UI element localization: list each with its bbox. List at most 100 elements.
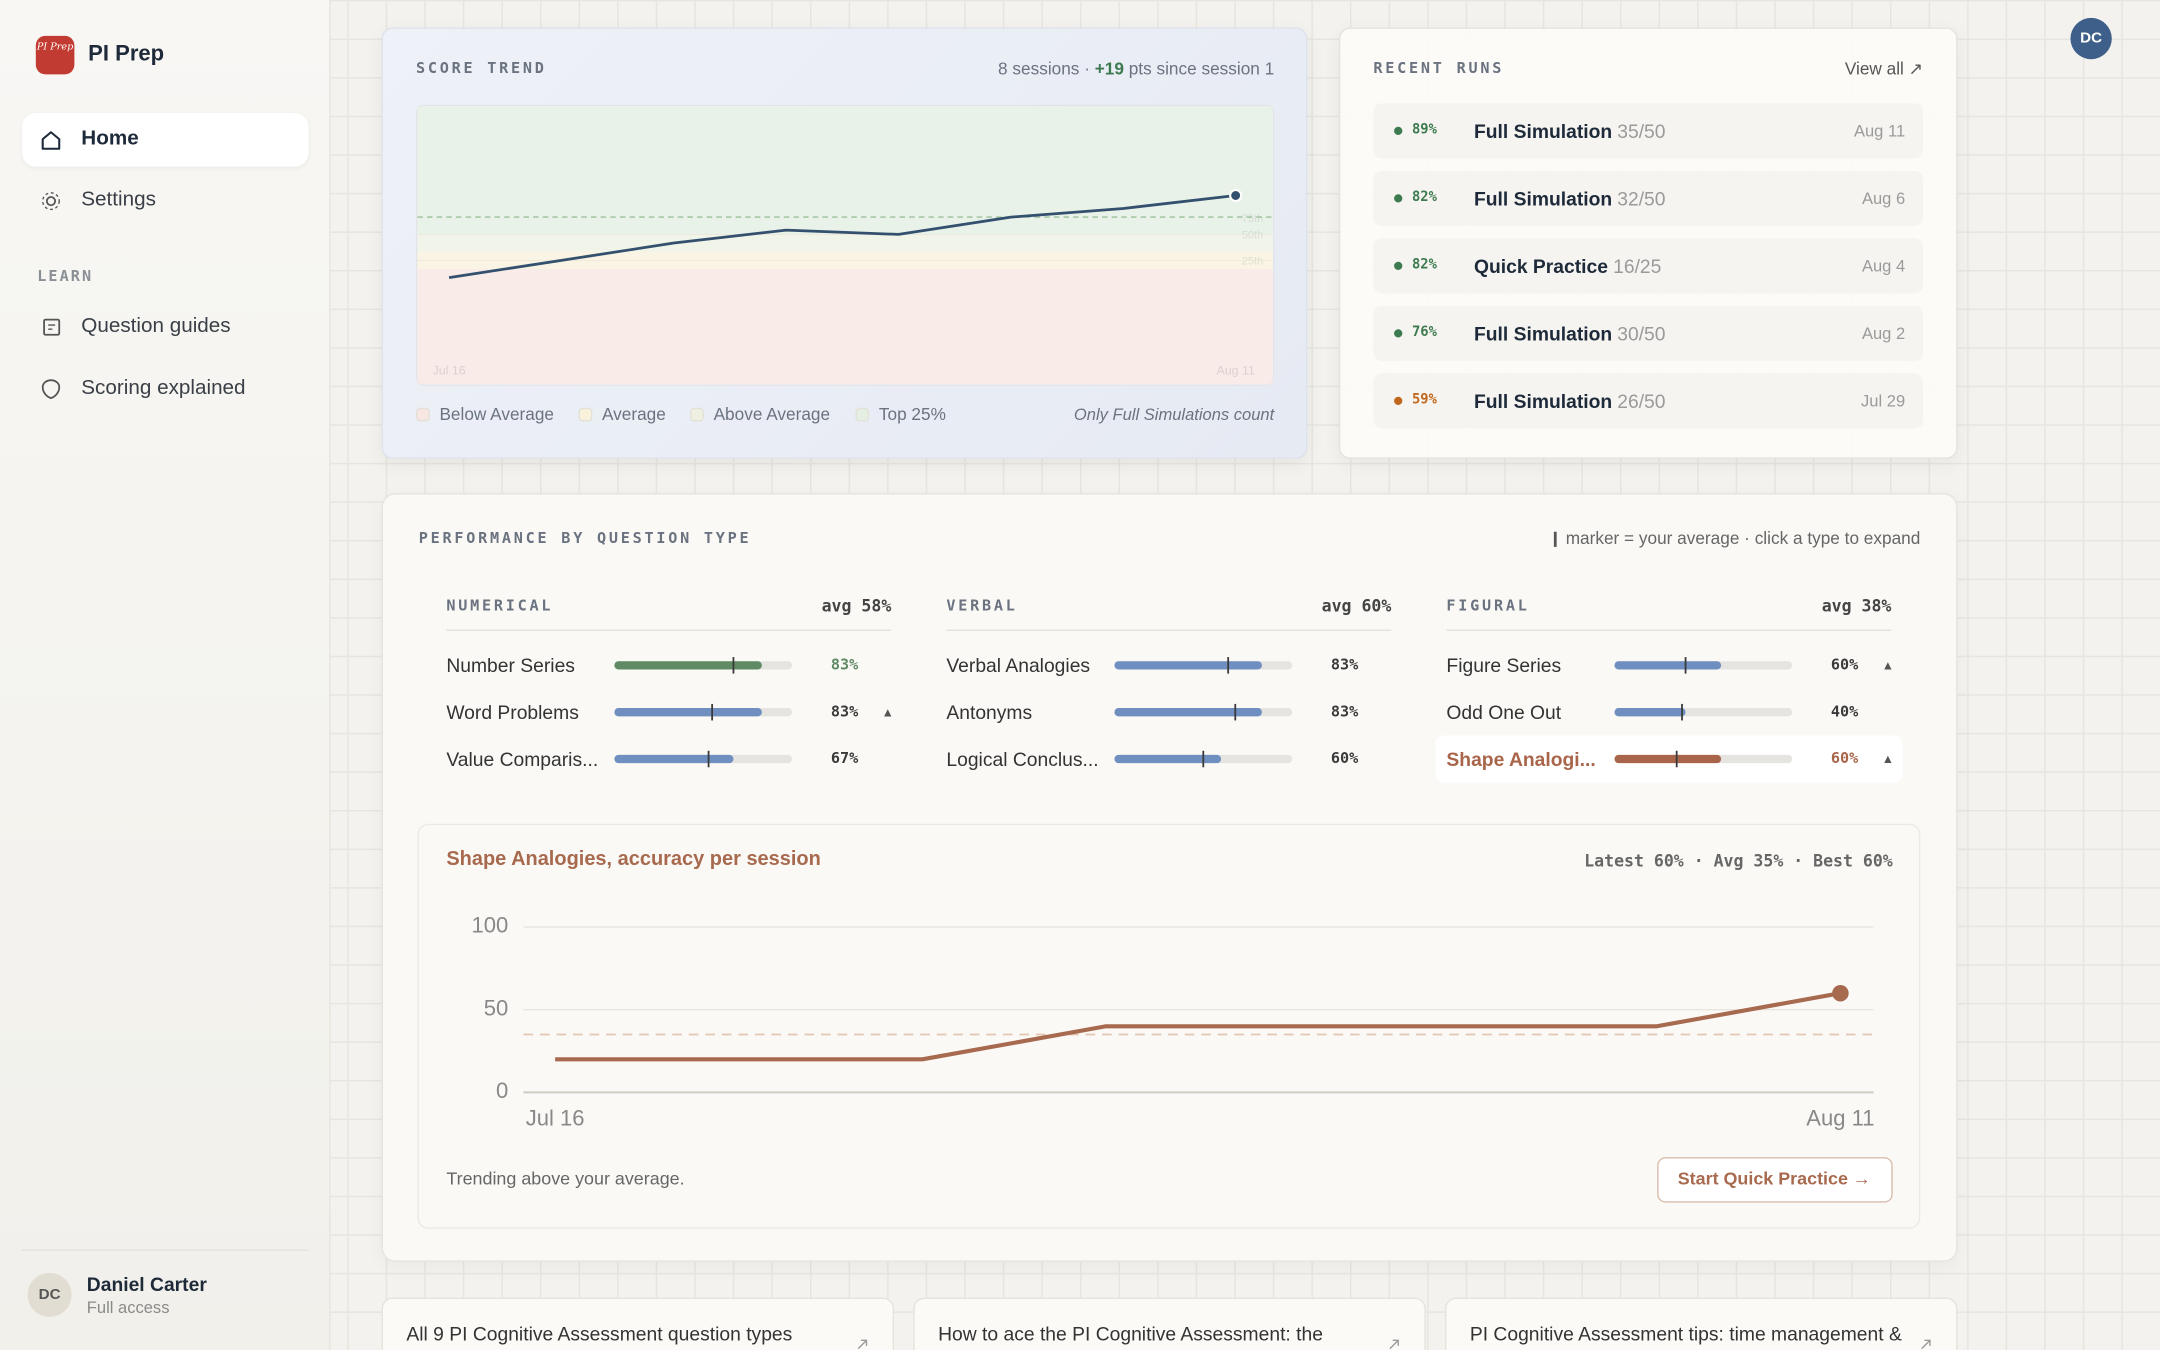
score-summary: 8 sessions · +19 pts since session 1 <box>998 55 1274 83</box>
nav-item[interactable]: Scoring explained <box>81 376 246 400</box>
value-label: 40% <box>1830 702 1859 721</box>
user-plan: Full access <box>86 1297 170 1317</box>
run-score: 35/50 <box>1617 119 1666 142</box>
group-rule <box>946 629 1392 631</box>
run-row[interactable] <box>1373 103 1924 159</box>
summary-part: pts since session 1 <box>1123 59 1275 79</box>
start-button-label[interactable]: Start Quick Practice → <box>1677 1168 1871 1189</box>
question-type[interactable]: Word Problems <box>446 701 579 724</box>
run-pct: 89% <box>1411 122 1437 138</box>
card-title: SCORE TREND <box>416 59 547 78</box>
article-card[interactable] <box>1445 1297 1958 1350</box>
question-type[interactable]: Shape Analogi... <box>1446 748 1596 771</box>
run-name: Full Simulation <box>1473 119 1613 142</box>
legend-swatch <box>416 407 430 422</box>
article-card[interactable] <box>381 1297 895 1350</box>
question-type[interactable]: Verbal Analogies <box>946 654 1091 677</box>
x-tick-label: Aug 11 <box>1806 1107 1875 1131</box>
question-type[interactable]: Value Comparis... <box>446 748 599 771</box>
run-pct: 82% <box>1411 257 1437 273</box>
group-name: NUMERICAL <box>446 596 554 615</box>
run-date: Jul 29 <box>1861 391 1906 411</box>
logo <box>35 35 75 75</box>
top-avatar[interactable] <box>2070 17 2112 60</box>
value-label: 60% <box>1830 655 1859 674</box>
question-type[interactable]: Antonyms <box>946 701 1033 724</box>
brand: PI Prep <box>88 42 165 67</box>
question-type[interactable]: Odd One Out <box>1446 701 1562 724</box>
detail-note: Trending above your average. <box>446 1168 685 1189</box>
run-name: Full Simulation <box>1473 389 1613 412</box>
percentile-label: 25th <box>1241 254 1264 268</box>
article-card[interactable] <box>913 1297 1426 1350</box>
article-title: How to ace the PI Cognitive Assessment: … <box>938 1322 1323 1345</box>
percentile-label: 50th <box>1241 228 1264 242</box>
y-tick-label: 100 <box>471 914 509 939</box>
trend-flag: ▲ <box>1881 752 1895 766</box>
marker-glyph <box>1553 531 1557 547</box>
value-label: 60% <box>1830 749 1859 768</box>
run-score: 32/50 <box>1617 187 1666 210</box>
legend-swatch <box>855 407 870 422</box>
user-name: Daniel Carter <box>86 1272 207 1295</box>
value-label: 83% <box>830 702 859 721</box>
run-dot <box>1394 194 1403 203</box>
run-date: Aug 6 <box>1861 188 1906 209</box>
legend-label: Average <box>601 404 666 425</box>
run-name: Quick Practice <box>1473 254 1608 277</box>
legend-label: Above Average <box>713 404 831 425</box>
question-type[interactable]: Number Series <box>446 654 575 677</box>
divider <box>22 1249 309 1251</box>
score-note: Only Full Simulations count <box>1073 404 1275 425</box>
group-avg: avg 58% <box>821 596 892 616</box>
run-dot <box>1394 396 1403 405</box>
legend-swatch <box>690 407 704 422</box>
nav-active[interactable] <box>22 112 309 167</box>
run-name: Full Simulation <box>1473 187 1613 210</box>
value-label: 83% <box>830 655 859 674</box>
top-avatar-initials: DC <box>2080 30 2103 47</box>
run-row[interactable] <box>1373 305 1924 361</box>
y-tick-label: 50 <box>483 997 509 1021</box>
question-type[interactable]: Figure Series <box>1446 654 1562 677</box>
trend-flag: ▲ <box>1881 658 1895 673</box>
summary-part: 8 sessions · <box>998 59 1095 79</box>
user-avatar <box>27 1272 72 1317</box>
article-title: PI Cognitive Assessment tips: time manag… <box>1469 1322 1902 1345</box>
score-chart-area <box>416 104 1275 386</box>
card-title: RECENT RUNS <box>1373 59 1505 78</box>
run-score: 16/25 <box>1613 254 1662 277</box>
summary-part: +19 <box>1094 59 1124 79</box>
logo-text: PI Prep <box>36 41 74 53</box>
value-label: 83% <box>1330 702 1359 721</box>
group-avg: avg 38% <box>1821 596 1892 616</box>
run-pct: 76% <box>1411 325 1437 341</box>
run-date: Aug 11 <box>1853 121 1906 141</box>
run-date: Aug 2 <box>1861 323 1906 344</box>
run-row[interactable] <box>1373 170 1924 226</box>
group-avg: avg 60% <box>1321 596 1392 616</box>
legend-label: Below Average <box>439 404 555 425</box>
performance-note: marker = your average · click a type to … <box>1565 528 1921 549</box>
view-all[interactable]: View all ↗ <box>1844 59 1924 79</box>
section-label: LEARN <box>37 267 94 286</box>
sidebar <box>0 0 331 1350</box>
detail-stats: Latest 60% · Avg 35% · Best 60% <box>1584 851 1893 871</box>
nav-item[interactable]: Question guides <box>81 314 231 338</box>
run-score: 26/50 <box>1617 389 1666 412</box>
nav-item[interactable]: Home <box>81 126 139 151</box>
run-dot <box>1394 329 1403 338</box>
group-rule <box>1446 629 1892 631</box>
nav-item[interactable]: Settings <box>81 187 156 211</box>
run-row[interactable] <box>1373 238 1924 294</box>
run-row[interactable] <box>1373 373 1924 429</box>
start-button[interactable] <box>1657 1157 1893 1203</box>
run-dot <box>1394 126 1403 135</box>
run-pct: 82% <box>1411 190 1437 206</box>
run-date: Aug 4 <box>1861 256 1906 276</box>
group-name: VERBAL <box>946 596 1018 615</box>
legend-label: Top 25% <box>878 404 946 425</box>
question-type[interactable]: Logical Conclus... <box>946 748 1099 771</box>
legend-swatch <box>578 407 593 422</box>
